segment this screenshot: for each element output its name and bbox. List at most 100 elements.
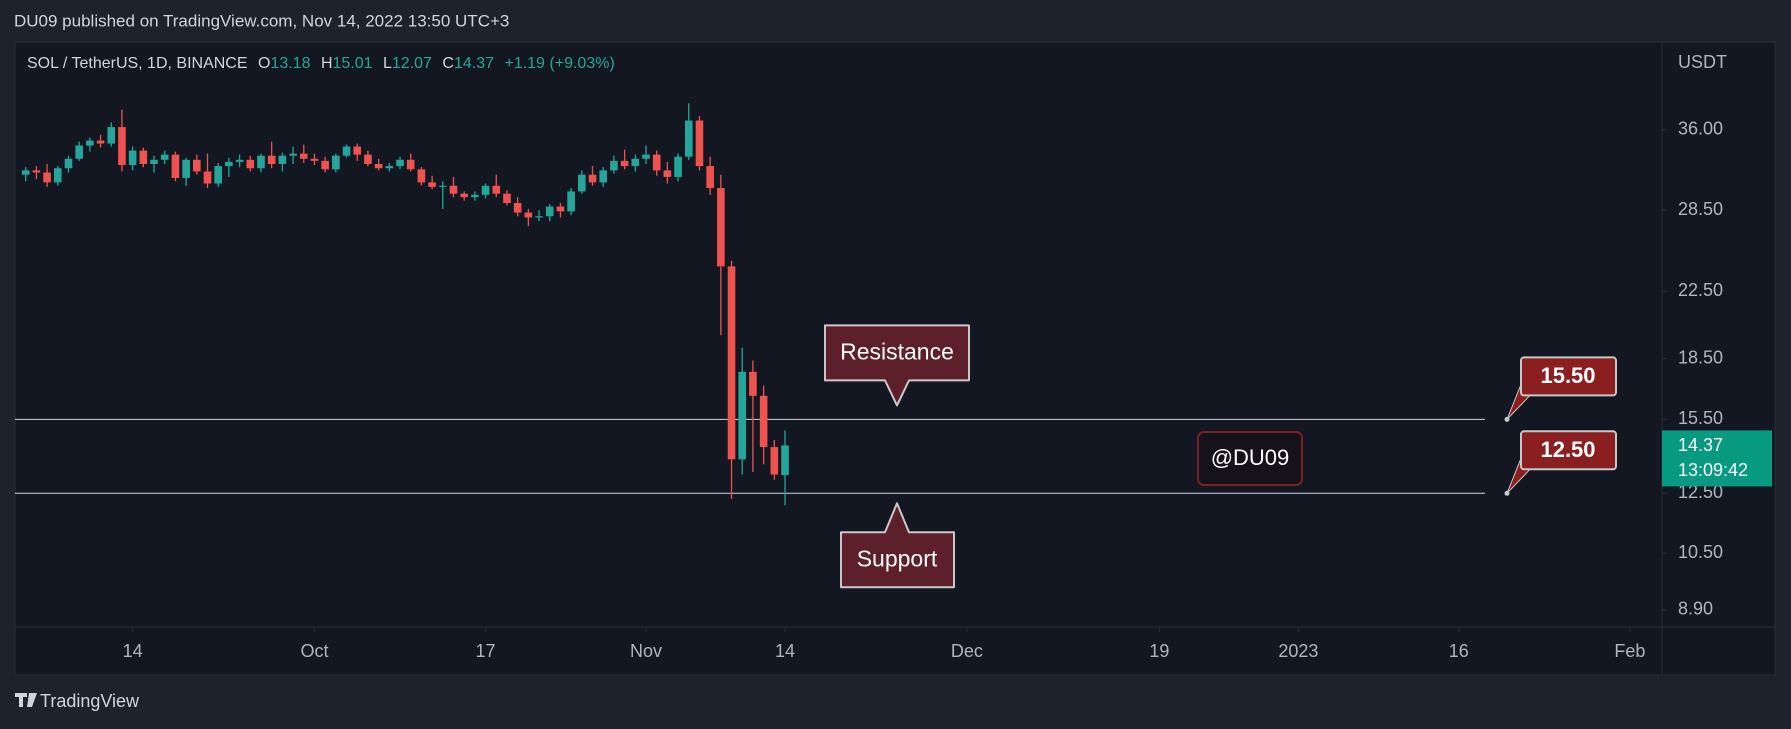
x-tick-label: Nov [630, 641, 662, 661]
candle-body [535, 216, 543, 218]
candle-body [417, 169, 426, 183]
y-tick-label: 12.50 [1678, 482, 1723, 502]
candle-body [75, 145, 83, 159]
close-value: 14.37 [454, 55, 494, 72]
candle-body [578, 174, 586, 192]
level-dot [1504, 416, 1510, 422]
y-tick-label: 36.00 [1678, 119, 1723, 139]
candle-body [246, 159, 255, 169]
candle-body [321, 160, 329, 170]
y-unit: USDT [1678, 52, 1727, 72]
candle-body [567, 191, 575, 212]
candle-body [150, 159, 158, 165]
candle-body [332, 155, 340, 170]
x-tick-label: Oct [300, 641, 328, 661]
high-label: H [321, 55, 333, 72]
candle-body [139, 150, 148, 165]
y-tick-label: 15.50 [1678, 408, 1723, 428]
y-tick-label: 10.50 [1678, 542, 1723, 562]
x-tick-label: 14 [123, 641, 143, 661]
x-tick-label: 16 [1449, 641, 1469, 661]
candle-body [310, 158, 319, 161]
watermark-box [1197, 431, 1303, 486]
candle-body [299, 153, 308, 159]
level-dot [1504, 490, 1510, 496]
low-value: 12.07 [392, 55, 432, 72]
candle-body [599, 170, 608, 183]
candle-body [674, 156, 682, 177]
candle-body [642, 154, 650, 159]
candle-body [770, 447, 779, 475]
candle-body [278, 155, 287, 165]
candle-body [556, 206, 565, 212]
x-tick-label: 17 [476, 641, 496, 661]
candle-body [717, 188, 725, 267]
candle-body [21, 170, 30, 175]
candle-body [481, 185, 490, 195]
candle-body [43, 172, 51, 183]
tradingview-logo: TradingView [15, 691, 140, 711]
resistance-callout [824, 324, 970, 407]
x-tick-label: Dec [951, 641, 983, 661]
candle-body [759, 395, 768, 448]
candle-body [706, 166, 714, 189]
candle-body [385, 166, 394, 169]
candle-body [32, 170, 41, 173]
x-tick-label: Feb [1614, 641, 1645, 661]
candle-body [610, 160, 618, 171]
candle-body [353, 146, 362, 155]
candle-body [86, 140, 94, 146]
candle-body [631, 158, 640, 167]
candle-body [588, 174, 597, 183]
candle-body [438, 185, 447, 187]
candle-body [128, 150, 137, 166]
candle-body [781, 445, 789, 476]
x-tick-label: 19 [1149, 641, 1169, 661]
symbol: SOL / TetherUS, 1D, BINANCE [27, 55, 248, 72]
candle-body [289, 153, 297, 156]
y-tick-label: 28.50 [1678, 199, 1723, 219]
watermark: @DU09 [1211, 445, 1290, 470]
candle-body [64, 158, 73, 169]
candle-body [749, 371, 757, 396]
candle-body [471, 194, 479, 198]
last-price-label: 14.37 [1678, 435, 1723, 455]
candle-body [652, 154, 661, 171]
candle-body [513, 203, 522, 213]
candle-body [182, 159, 190, 178]
candle-body [267, 155, 276, 165]
candle-body [695, 120, 704, 167]
candle-body [107, 127, 116, 144]
candle-body [524, 212, 533, 218]
candle-body [406, 159, 415, 170]
resistance-label: Resistance [840, 338, 954, 364]
candle-body [342, 146, 351, 156]
support-callout [840, 502, 955, 589]
x-tick-label: 14 [775, 641, 795, 661]
candle-body [203, 171, 212, 184]
candle-body [235, 159, 244, 162]
x-tick-label: 2023 [1278, 641, 1318, 661]
low-label: L [383, 55, 392, 72]
candle-body [214, 166, 223, 184]
last-price-box [1662, 430, 1772, 487]
candle-body [225, 161, 233, 167]
y-tick-label: 8.90 [1678, 599, 1713, 619]
candle-body [171, 154, 180, 178]
candle-body [428, 182, 436, 187]
candle-body [727, 266, 736, 460]
logo-text: TradingView [40, 691, 140, 711]
high-value: 15.01 [333, 55, 373, 72]
candle-body [364, 154, 372, 165]
symbol-legend: SOL / TetherUS, 1D, BINANCE O13.18 H15.0… [27, 55, 615, 72]
candle-body [503, 193, 511, 204]
candle-body [460, 193, 468, 198]
candle-body [257, 155, 265, 169]
level-label: 12.50 [1540, 437, 1595, 462]
candle-body [53, 168, 62, 183]
published-note: DU09 published on TradingView.com, Nov 1… [14, 11, 509, 30]
candle-body [449, 185, 458, 194]
candle-body [118, 127, 126, 166]
y-tick-label: 18.50 [1678, 347, 1723, 367]
